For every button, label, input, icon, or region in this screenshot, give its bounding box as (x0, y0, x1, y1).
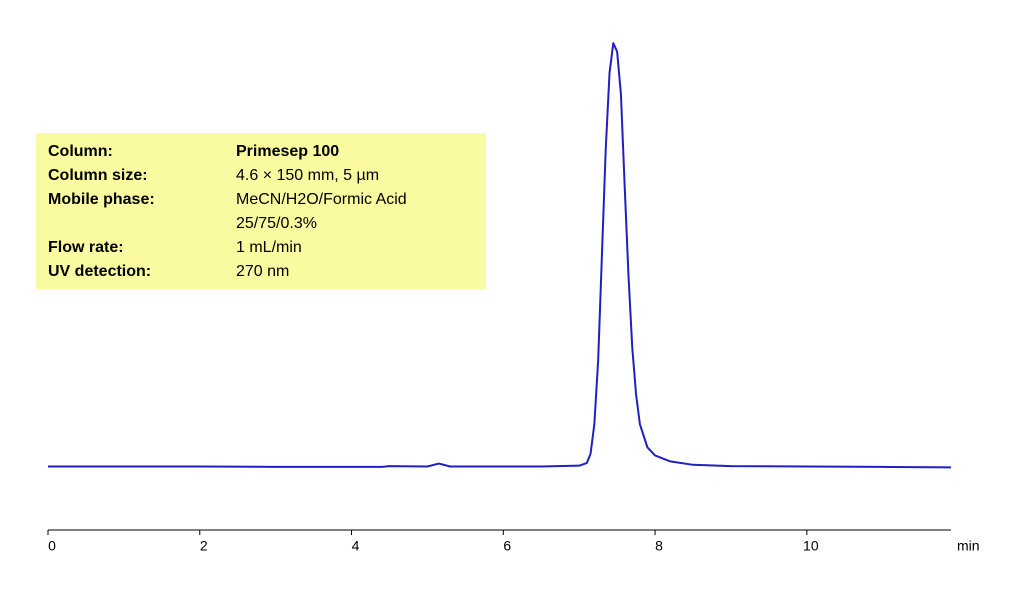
info-label: UV detection: (48, 263, 151, 280)
info-label: Mobile phase: (48, 191, 155, 208)
x-tick-label: 6 (503, 538, 511, 554)
info-value: MeCN/H2O/Formic Acid (236, 191, 407, 208)
x-tick-label: 0 (48, 538, 56, 554)
info-value: 270 nm (236, 263, 289, 280)
info-value: Primesep 100 (236, 143, 339, 160)
info-box (36, 133, 486, 289)
info-value: 4.6 × 150 mm, 5 µm (236, 167, 379, 184)
x-axis-label: min (957, 538, 980, 554)
x-tick-label: 2 (200, 538, 208, 554)
info-value: 1 mL/min (236, 239, 302, 256)
x-tick-label: 8 (655, 538, 663, 554)
chromatogram-line (48, 42, 952, 469)
info-label: Column: (48, 143, 113, 160)
info-label: Flow rate: (48, 239, 124, 256)
x-tick-label: 10 (803, 538, 819, 554)
x-tick-label: 4 (352, 538, 360, 554)
info-label: Column size: (48, 167, 148, 184)
info-value: 25/75/0.3% (236, 215, 317, 232)
